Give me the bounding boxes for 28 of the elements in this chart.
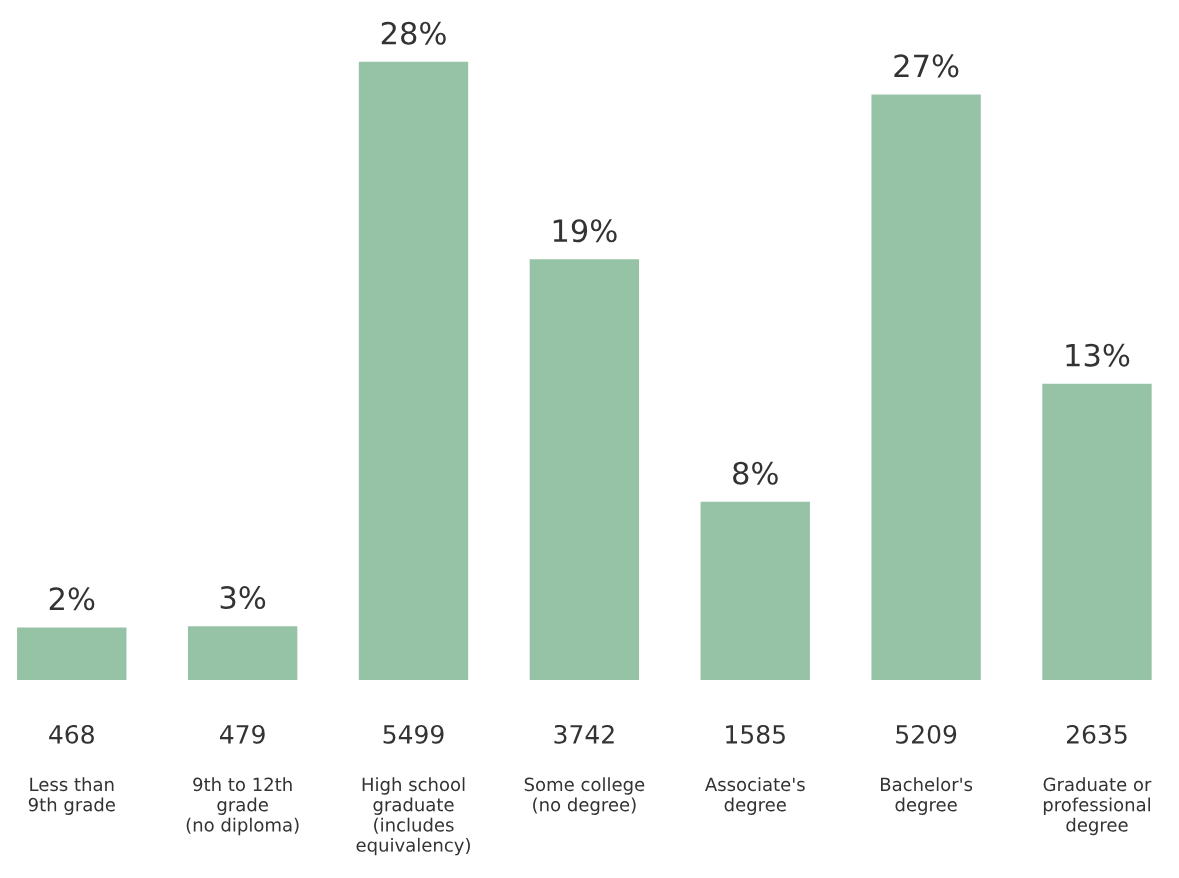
data-label: 1585 [726,724,785,744]
x-tick-label: Some college (no degree) [524,777,645,815]
data-label: 479 [220,724,265,744]
annotation: 3% [220,586,266,610]
bar [871,94,981,680]
data-label: 5209 [896,724,957,744]
data-label: 2635 [1067,724,1127,744]
annotation: 28% [381,21,446,45]
annotation: 8% [733,461,778,485]
bar [1042,383,1152,680]
x-tick-label: Bachelor's degree [880,777,973,815]
bar [187,626,298,680]
x-tick-label: Associate's degree [705,777,805,815]
x-tick-label: 9th to 12th grade (no diploma) [186,777,299,836]
x-tick-label: Less than 9th grade [28,777,115,815]
bar [700,501,810,680]
bar [17,627,127,680]
annotation: 19% [553,219,617,243]
annotation: 27% [894,54,959,78]
annotation: 13% [1066,343,1130,367]
data-label: 5499 [383,724,444,744]
data-label: 3742 [554,724,614,744]
data-label: 468 [49,724,94,744]
bar [358,61,469,680]
bar [529,259,640,680]
x-tick-label: Graduate or professional degree [1043,777,1152,836]
annotation: 2% [49,587,95,611]
x-tick-label: High school graduate (includes equivalency) [356,777,470,856]
